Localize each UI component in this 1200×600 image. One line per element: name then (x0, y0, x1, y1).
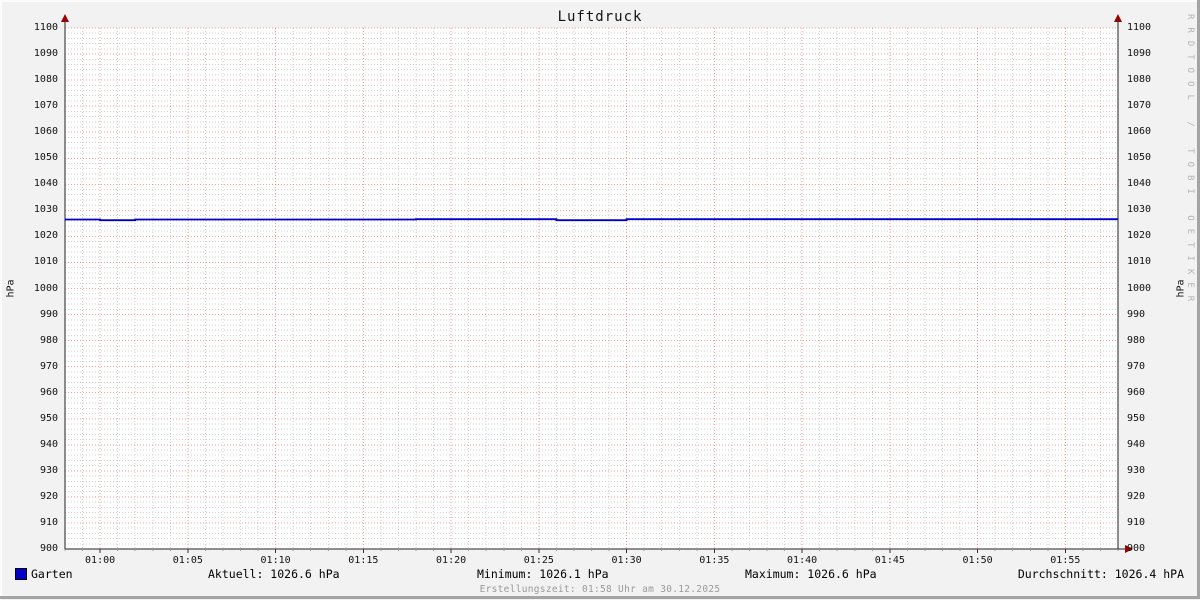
y-tick-label-left: 1010 (33, 256, 58, 268)
y-tick-label-right: 1070 (1127, 100, 1152, 112)
y-tick-label-left: 990 (39, 308, 58, 320)
y-tick-label-right: 960 (1127, 386, 1146, 398)
y-tick-label-left: 900 (39, 543, 58, 554)
y-tick-label-left: 940 (39, 438, 58, 450)
x-tick-label: 01:45 (874, 555, 905, 566)
stat-aktuell: Aktuell: 1026.6 hPa (208, 567, 340, 581)
y-tick-label-left: 1040 (33, 178, 58, 190)
y-tick-label-right: 1000 (1127, 282, 1152, 294)
legend-row: Garten Aktuell: 1026.6 hPa Minimum: 1026… (0, 567, 1200, 582)
bevel-border-right (1197, 0, 1200, 597)
x-tick-label: 01:25 (523, 555, 554, 566)
y-tick-label-right: 1010 (1127, 256, 1152, 268)
y-tick-label-right: 990 (1127, 308, 1146, 320)
y-tick-label-left: 950 (39, 412, 58, 424)
y-tick-label-left: 1100 (33, 22, 58, 33)
y-tick-label-left: 1030 (33, 204, 58, 216)
y-tick-label-left: 1020 (33, 230, 58, 242)
y-tick-label-left: 920 (39, 490, 58, 502)
stat-durchschnitt: Durchschnitt: 1026.4 hPA (1017, 567, 1184, 581)
bevel-border-top (0, 0, 1200, 2)
y-tick-label-right: 1060 (1127, 126, 1152, 138)
x-tick-label: 01:10 (260, 555, 291, 566)
y-tick-label-right: 980 (1127, 334, 1146, 346)
y-tick-label-right: 1080 (1127, 74, 1152, 86)
bevel-border-left (0, 0, 2, 600)
creation-timestamp: Erstellungszeit: 01:58 Uhr am 30.12.2025 (479, 584, 721, 595)
x-tick-label: 01:35 (699, 555, 730, 566)
stat-minimum: Minimum: 1026.1 hPa (477, 567, 609, 581)
y-tick-label-left: 1080 (33, 74, 58, 86)
chart-title: Luftdruck (557, 9, 643, 25)
y-tick-label-right: 950 (1127, 412, 1146, 424)
y-tick-label-right: 1040 (1127, 178, 1152, 190)
series-name: Garten (31, 567, 73, 581)
y-tick-label-right: 930 (1127, 464, 1146, 476)
x-tick-label: 01:15 (348, 555, 379, 566)
y-tick-label-left: 1070 (33, 100, 58, 112)
y-tick-label-right: 900 (1127, 543, 1146, 554)
y-tick-label-left: 970 (39, 360, 58, 372)
series-color-swatch (15, 568, 27, 580)
y-tick-label-right: 1050 (1127, 152, 1152, 164)
y-tick-label-right: 1100 (1127, 22, 1152, 33)
y-tick-label-right: 1090 (1127, 48, 1152, 60)
y-tick-label-left: 1000 (33, 282, 58, 294)
rrdtool-watermark: RRDTOOL / TOBI OETIKER (1185, 14, 1195, 310)
y-tick-label-right: 1020 (1127, 230, 1152, 242)
y-tick-label-left: 1090 (33, 48, 58, 60)
y-axis-label-left: hPa (5, 279, 17, 298)
y-tick-label-left: 1050 (33, 152, 58, 164)
y-tick-label-left: 1060 (33, 126, 58, 138)
x-tick-label: 01:00 (85, 555, 116, 566)
x-tick-label: 01:05 (172, 555, 203, 566)
stat-maximum: Maximum: 1026.6 hPa (745, 567, 877, 581)
y-tick-label-right: 910 (1127, 516, 1146, 528)
y-tick-label-right: 1030 (1127, 204, 1152, 216)
x-tick-label: 01:30 (611, 555, 642, 566)
y-tick-label-left: 930 (39, 464, 58, 476)
y-tick-label-right: 940 (1127, 438, 1146, 450)
y-tick-label-left: 960 (39, 386, 58, 398)
x-tick-label: 01:40 (787, 555, 818, 566)
y-tick-label-left: 910 (39, 516, 58, 528)
bevel-border-bottom (0, 596, 1200, 599)
y-tick-label-right: 970 (1127, 360, 1146, 372)
y-tick-label-left: 980 (39, 334, 58, 346)
x-tick-label: 01:50 (962, 555, 993, 566)
x-tick-label: 01:20 (436, 555, 467, 566)
y-tick-label-right: 920 (1127, 490, 1146, 502)
x-tick-label: 01:55 (1050, 555, 1081, 566)
